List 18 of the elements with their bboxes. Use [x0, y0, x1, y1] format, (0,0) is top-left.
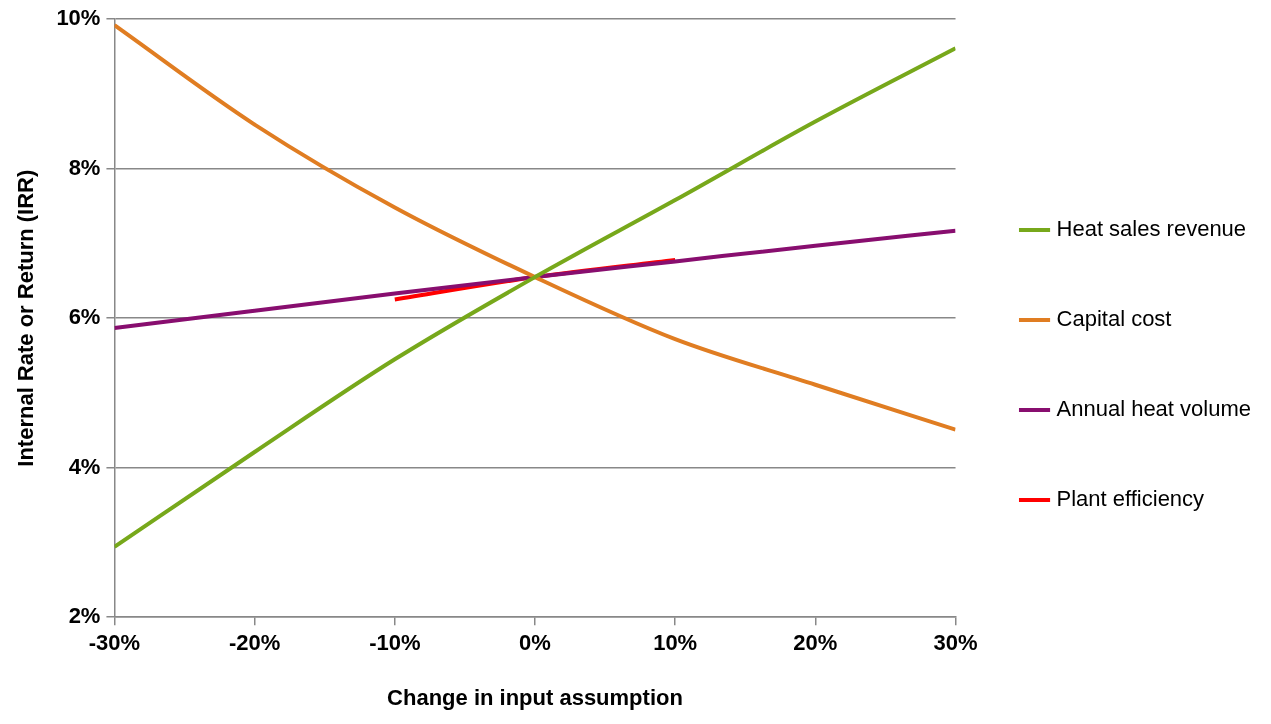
- x-tick-label: 10%: [653, 630, 698, 656]
- y-tick-label: 8%: [68, 154, 101, 180]
- y-tick-label: 2%: [68, 603, 101, 629]
- legend-label: Plant efficiency: [1056, 486, 1205, 512]
- legend-label: Capital cost: [1056, 306, 1172, 332]
- y-tick-label: 4%: [68, 453, 101, 479]
- x-tick-label: 0%: [519, 630, 551, 656]
- x-tick-label: -30%: [88, 630, 141, 656]
- y-tick-label: 10%: [56, 5, 101, 31]
- x-tick-label: 30%: [933, 630, 978, 656]
- y-tick-label: 6%: [68, 304, 101, 330]
- x-tick-label: -10%: [369, 630, 421, 656]
- x-tick-label: -20%: [228, 630, 281, 656]
- legend-label: Heat sales revenue: [1056, 216, 1247, 242]
- x-axis-title: Change in input assumption: [387, 684, 683, 710]
- legend-label: Annual heat volume: [1056, 396, 1251, 422]
- y-axis-title: Internal Rate or Return (IRR): [13, 169, 39, 467]
- x-tick-label: 20%: [793, 630, 838, 656]
